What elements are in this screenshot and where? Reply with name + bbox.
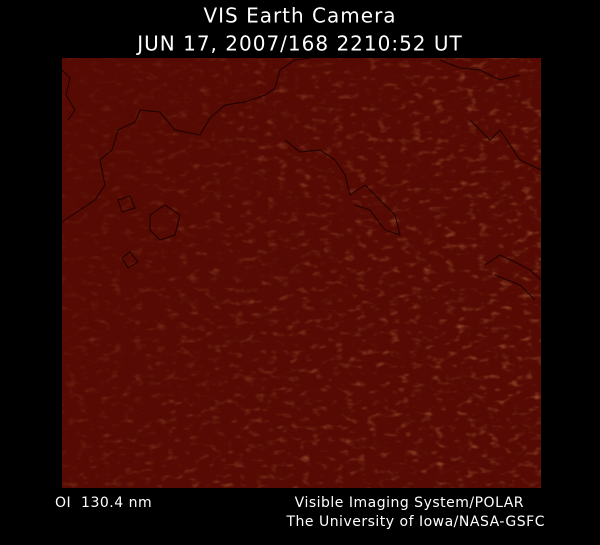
coastline bbox=[61, 57, 311, 223]
institution-label: The University of Iowa/NASA-GSFC bbox=[285, 514, 545, 530]
instrument-label: Visible Imaging System/POLAR bbox=[295, 495, 524, 511]
coastline bbox=[284, 139, 401, 236]
title: VIS Earth Camera bbox=[203, 4, 396, 28]
coastline bbox=[117, 195, 136, 213]
earth-image bbox=[61, 57, 542, 488]
timestamp: JUN 17, 2007/168 2210:52 UT bbox=[135, 32, 463, 56]
coastline bbox=[439, 59, 542, 171]
image-speckle bbox=[62, 58, 541, 488]
coastline bbox=[61, 69, 76, 121]
coastline bbox=[121, 251, 139, 269]
coastline bbox=[484, 254, 542, 301]
coastline bbox=[149, 204, 181, 241]
filter-label: OI 130.4 nm bbox=[55, 495, 152, 511]
